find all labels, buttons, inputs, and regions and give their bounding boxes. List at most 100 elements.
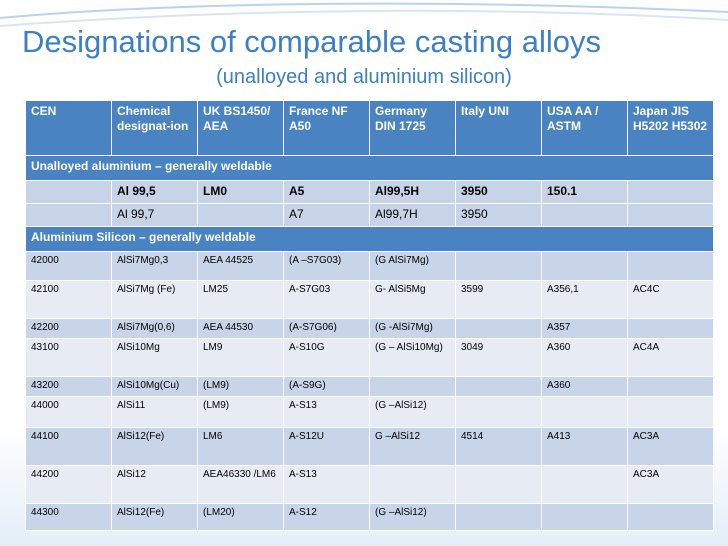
table-cell [627,203,714,227]
table-cell: AEA46330 /LM6 [197,465,284,504]
table-cell: 44000 [25,396,112,428]
table-cell: A413 [541,427,628,466]
table-cell: (A-S7G06) [283,318,370,339]
table-cell [25,180,112,204]
table-cell: AlSi10Mg(Cu) [111,376,198,397]
table-cell [455,503,542,531]
table-cell [627,251,714,281]
table-cell: AlSi10Mg [111,338,198,377]
decorative-swoosh [0,2,728,27]
section-row-silicon: Aluminium Silicon – generally weldable [25,226,714,252]
table-cell: AlSi7Mg(0,6) [111,318,198,339]
table-cell: 4514 [455,427,542,466]
section-row-unalloyed: Unalloyed aluminium – generally weldable [25,155,714,181]
table-cell: AlSi12(Fe) [111,503,198,531]
header-cell: France NF A50 [283,100,370,156]
table-cell: A7 [283,203,370,227]
table-cell: 150.1 [541,180,628,204]
table-row: 44200 AlSi12 AEA46330 /LM6 A-S13 AC3A [25,465,714,504]
table-cell: A-S12U [283,427,370,466]
table-cell [25,203,112,227]
table-cell [369,465,456,504]
table-cell: 44200 [25,465,112,504]
table-cell: AlSi11 [111,396,198,428]
table-cell: 3049 [455,338,542,377]
slide-subtitle: (unalloyed and aluminium silicon) [216,66,512,88]
table-cell [627,318,714,339]
table-cell: Al99,5H [369,180,456,204]
table-cell: 44300 [25,503,112,531]
table-cell [541,251,628,281]
table-cell [627,180,714,204]
table-cell [541,396,628,428]
table-cell: (LM9) [197,396,284,428]
table-cell: A-S10G [283,338,370,377]
table-cell: 43200 [25,376,112,397]
table-cell [627,376,714,397]
table-cell: (LM9) [197,376,284,397]
alloy-table: CEN Chemical designat-ion UK BS1450/ AEA… [25,100,714,531]
table-cell: (G -AlSi7Mg) [369,318,456,339]
table-cell: AlSi12(Fe) [111,427,198,466]
table-cell: 42100 [25,280,112,319]
table-cell: Al99,7H [369,203,456,227]
header-cell: Italy UNI [455,100,542,156]
table-cell: (G AlSi7Mg) [369,251,456,281]
section-label: Aluminium Silicon – generally weldable [25,226,714,252]
table-cell: LM9 [197,338,284,377]
table-cell: 42000 [25,251,112,281]
table-cell: 3950 [455,180,542,204]
table-cell: Al 99,5 [111,180,198,204]
table-cell: LM25 [197,280,284,319]
table-row: 44000 AlSi11 (LM9) A-S13 (G –AlSi12) [25,396,714,428]
table-cell: AC4A [627,338,714,377]
table-cell [197,203,284,227]
table-cell: 3599 [455,280,542,319]
table-cell: AEA 44530 [197,318,284,339]
table-cell: (G –AlSi12) [369,396,456,428]
table-row: 43200 AlSi10Mg(Cu) (LM9) (A-S9G) A360 [25,376,714,397]
table-cell [369,376,456,397]
table-cell [455,465,542,504]
table-cell: LM0 [197,180,284,204]
table-row: 42000 AlSi7Mg0,3 AEA 44525 (A –S7G03) (G… [25,251,714,281]
table-cell: A360 [541,338,628,377]
table-row: Al 99,7 A7 Al99,7H 3950 [25,203,714,227]
table-cell: (A-S9G) [283,376,370,397]
table-cell: A-S13 [283,465,370,504]
table-row: 43100 AlSi10Mg LM9 A-S10G (G – AlSi10Mg)… [25,338,714,377]
table-cell: AC3A [627,427,714,466]
table-cell: AC3A [627,465,714,504]
table-cell [455,376,542,397]
header-cell: Germany DIN 1725 [369,100,456,156]
table-cell: A-S7G03 [283,280,370,319]
table-cell [627,503,714,531]
table-cell: (LM20) [197,503,284,531]
header-cell: Japan JIS H5202 H5302 [627,100,714,156]
table-cell: LM6 [197,427,284,466]
table-cell [455,318,542,339]
table-cell: 3950 [455,203,542,227]
table-cell: AEA 44525 [197,251,284,281]
table-cell: A356,1 [541,280,628,319]
table-cell: AlSi12 [111,465,198,504]
table-cell [541,465,628,504]
table-cell: AC4C [627,280,714,319]
table-cell: A5 [283,180,370,204]
header-cell: USA AA / ASTM [541,100,628,156]
table-cell: (G –AlSi12) [369,503,456,531]
section-label: Unalloyed aluminium – generally weldable [25,155,714,181]
table-cell: A357 [541,318,628,339]
table-cell [541,203,628,227]
header-cell: Chemical designat-ion [111,100,198,156]
table-cell: (G – AlSi10Mg) [369,338,456,377]
table-row: Al 99,5 LM0 A5 Al99,5H 3950 150.1 [25,180,714,204]
table-row: 44300 AlSi12(Fe) (LM20) A-S12 (G –AlSi12… [25,503,714,531]
slide-title: Designations of comparable casting alloy… [22,24,601,59]
table-cell: 42200 [25,318,112,339]
table-row: 42100 AlSi7Mg (Fe) LM25 A-S7G03 G- AlSi5… [25,280,714,319]
table-cell: G –AlSi12 [369,427,456,466]
table-cell [541,503,628,531]
header-cell: UK BS1450/ AEA [197,100,284,156]
table-cell: G- AlSi5Mg [369,280,456,319]
